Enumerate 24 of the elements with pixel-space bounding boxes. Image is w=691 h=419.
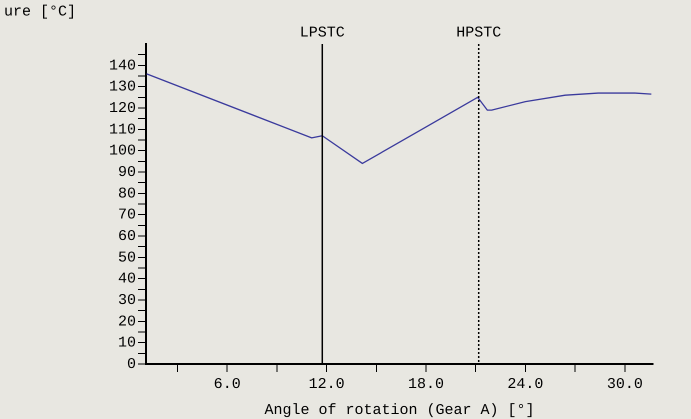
x-tick-label: 6.0 — [214, 376, 241, 393]
y-tick-label: 50 — [118, 249, 136, 266]
y-tick-label: 20 — [118, 313, 136, 330]
y-tick-label: 0 — [126, 356, 136, 373]
y-axis-title: ure [°C] — [4, 3, 76, 20]
ref-line-label: LPSTC — [300, 24, 345, 42]
y-tick-label: 70 — [118, 206, 136, 224]
ref-line-label: HPSTC — [456, 24, 502, 42]
y-tick-label: 110 — [108, 121, 136, 138]
y-tick-label: 140 — [108, 57, 136, 74]
y-tick-label: 60 — [118, 228, 136, 245]
y-tick-label: 130 — [108, 78, 136, 96]
x-tick-label: 12.0 — [308, 376, 345, 393]
x-axis-title: Angle of rotation (Gear A) [°] — [264, 402, 535, 419]
y-tick-label: 40 — [118, 270, 136, 288]
y-tick-label: 10 — [118, 334, 136, 352]
x-tick-label: 30.0 — [606, 376, 643, 393]
y-tick-label: 120 — [108, 100, 136, 117]
y-tick-label: 100 — [108, 142, 136, 160]
y-tick-label: 30 — [118, 292, 136, 309]
x-tick-label: 18.0 — [408, 376, 444, 393]
y-tick-label: 80 — [118, 185, 136, 202]
x-tick-label: 24.0 — [507, 376, 544, 393]
y-tick-label: 90 — [118, 164, 136, 181]
